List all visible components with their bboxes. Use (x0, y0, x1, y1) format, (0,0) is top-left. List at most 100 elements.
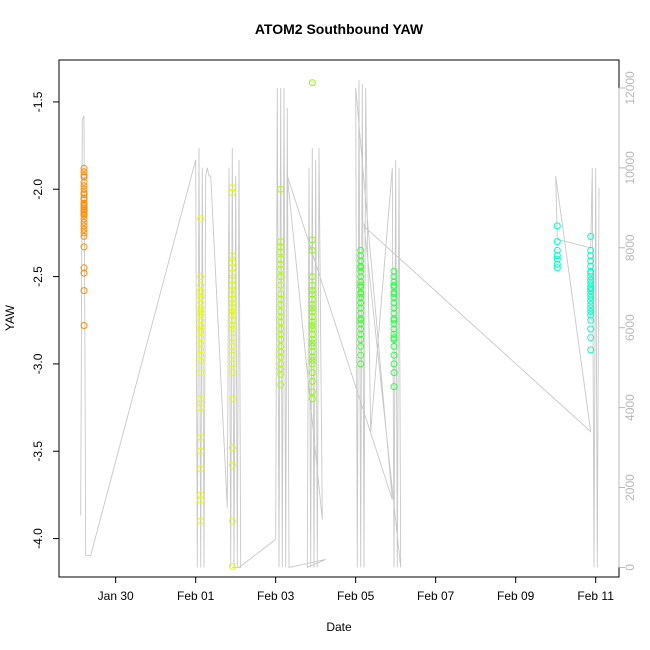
data-point (587, 290, 595, 298)
data-point (308, 236, 316, 244)
data-point (228, 334, 236, 342)
data-point (197, 369, 205, 377)
data-point (390, 383, 398, 391)
data-point (277, 273, 285, 281)
data-point (357, 351, 365, 359)
data-point (277, 330, 285, 338)
series-2 (228, 184, 236, 570)
series-7 (553, 222, 561, 272)
data-point (553, 222, 561, 230)
data-point (587, 232, 595, 240)
data-point (228, 369, 236, 377)
data-point (587, 301, 595, 308)
data-point (357, 281, 365, 289)
data-point (357, 320, 365, 328)
data-point (277, 295, 285, 303)
data-point (197, 346, 205, 354)
data-point (390, 369, 398, 377)
data-point (228, 252, 236, 260)
data-point (80, 178, 88, 186)
data-point (277, 308, 285, 315)
data-point (80, 168, 88, 176)
data-point (587, 304, 595, 312)
data-point (228, 304, 236, 312)
data-point (587, 273, 595, 281)
data-point (80, 322, 88, 329)
data-point (197, 273, 205, 281)
data-point (80, 225, 88, 233)
data-point (197, 215, 205, 223)
data-point (197, 404, 205, 412)
data-point (197, 433, 205, 441)
data-point (308, 301, 316, 308)
data-point (80, 287, 88, 295)
data-point (390, 330, 398, 338)
data-point (587, 334, 595, 342)
chart-title: ATOM2 Southbound YAW (255, 21, 424, 37)
data-point (197, 311, 205, 319)
data-point (80, 269, 88, 277)
y-axis-label: YAW (3, 304, 17, 331)
data-point (357, 246, 365, 254)
data-point (80, 164, 88, 172)
data-point (228, 295, 236, 303)
data-point (308, 377, 316, 385)
data-point (587, 325, 595, 333)
data-point (80, 191, 88, 198)
data-point (80, 232, 88, 240)
data-point (277, 266, 285, 274)
data-point (357, 267, 365, 275)
data-point (587, 276, 595, 284)
data-point (197, 299, 205, 307)
series-4 (308, 79, 316, 403)
data-point (308, 360, 316, 368)
data-point (308, 273, 316, 281)
data-point (390, 290, 398, 298)
data-point (587, 252, 595, 260)
data-point (228, 322, 236, 329)
data-point (357, 273, 365, 281)
data-point (80, 243, 88, 251)
data-point (553, 264, 561, 272)
data-point (228, 461, 236, 469)
data-point (308, 313, 316, 321)
data-point (587, 280, 595, 288)
points-layer (80, 79, 595, 570)
data-point (277, 248, 285, 256)
data-point (80, 218, 88, 226)
data-point (390, 360, 398, 368)
data-point (390, 281, 398, 289)
data-point (308, 322, 316, 329)
series-0 (80, 164, 88, 329)
data-point (390, 309, 398, 317)
data-point (308, 348, 316, 356)
data-point (80, 222, 88, 230)
data-point (357, 290, 365, 298)
data-point (357, 316, 365, 324)
data-point (308, 325, 316, 333)
data-point (390, 351, 398, 359)
data-point (553, 238, 561, 246)
data-point (390, 304, 398, 312)
data-point (228, 269, 236, 277)
data-point (308, 369, 316, 377)
data-point (228, 325, 236, 333)
data-point (357, 325, 365, 333)
data-point (228, 342, 236, 350)
data-point (357, 360, 365, 368)
data-point (277, 365, 285, 373)
y-tick-label: -2.0 (31, 179, 45, 200)
data-point (80, 264, 88, 272)
data-point (357, 264, 365, 272)
y-right-tick-label: 10000 (623, 151, 637, 185)
data-point (277, 281, 285, 289)
data-point (197, 465, 205, 473)
data-point (197, 339, 205, 347)
plot-frame (58, 59, 620, 578)
data-point (587, 257, 595, 265)
series-1 (197, 215, 205, 525)
data-point (277, 342, 285, 350)
data-point (308, 342, 316, 350)
data-point (197, 281, 205, 289)
data-point (228, 395, 236, 403)
